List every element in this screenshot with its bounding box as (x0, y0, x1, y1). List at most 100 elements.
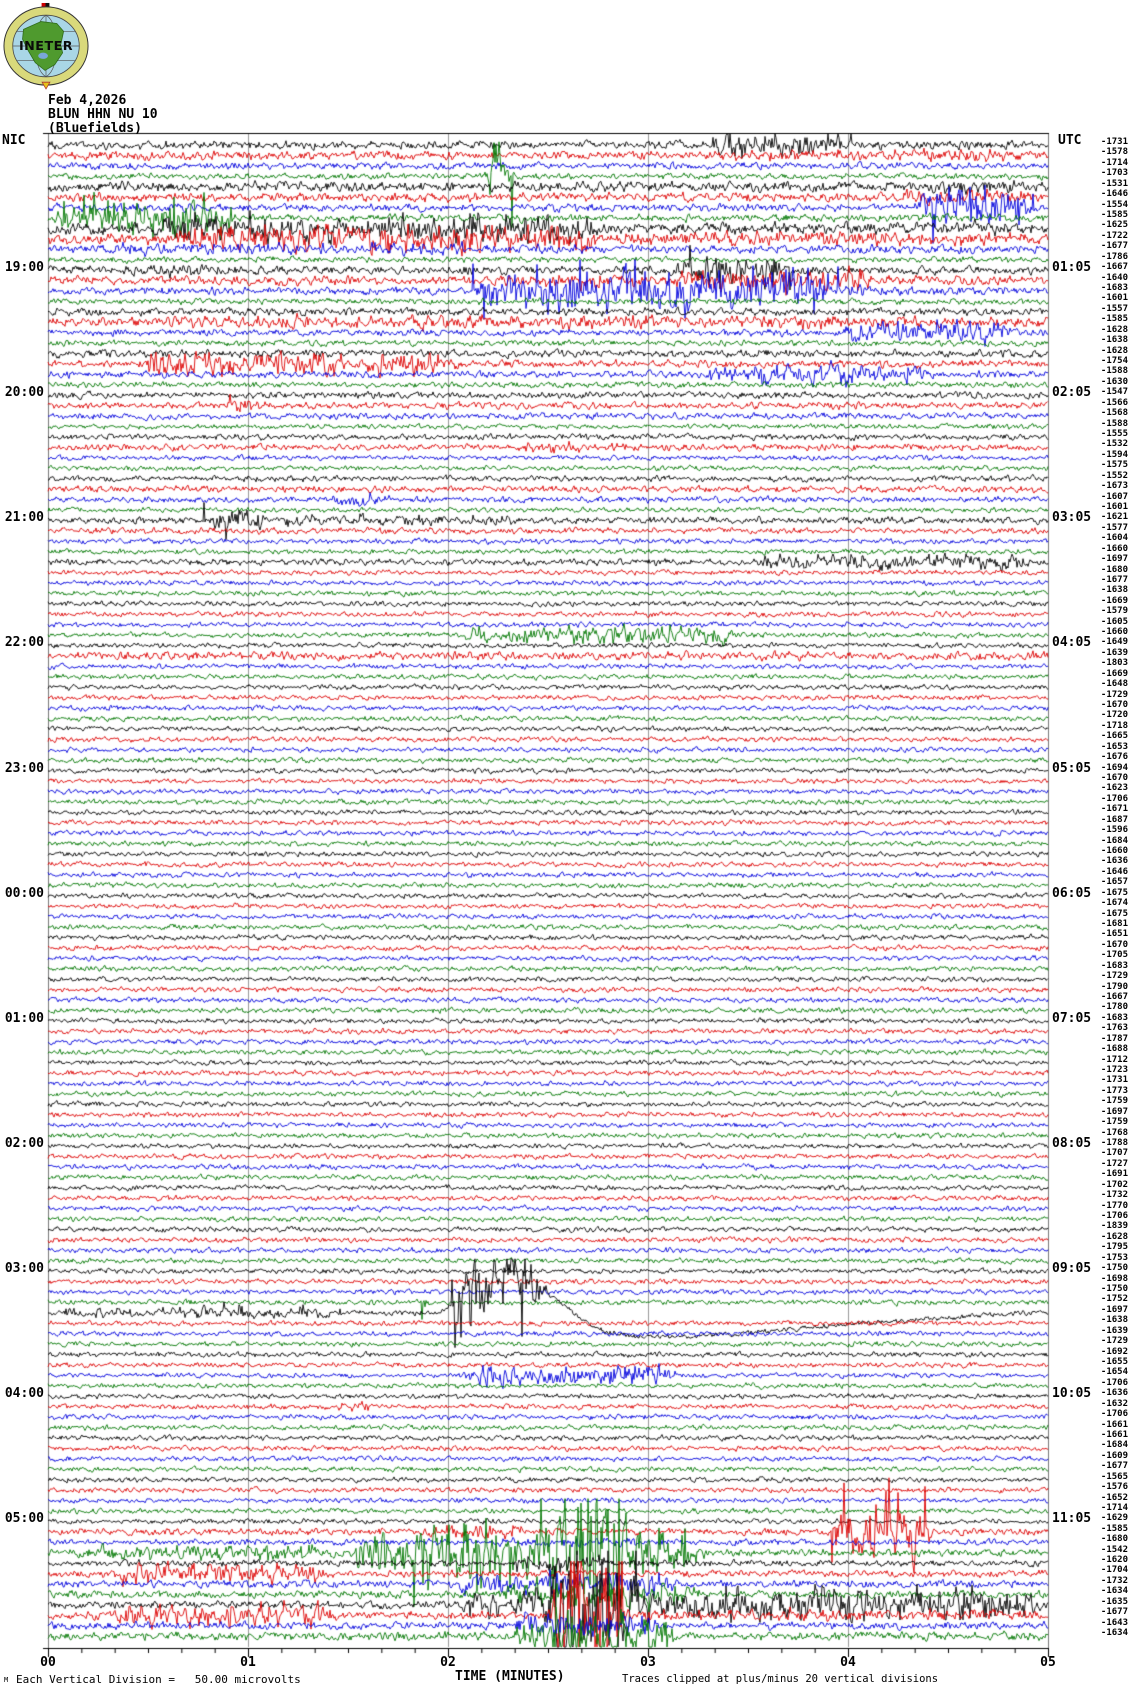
trace-offset-label: -1773 (1100, 1085, 1128, 1096)
trace-offset-label: -1718 (1100, 720, 1128, 731)
trace-offset-label: -1629 (1100, 1513, 1128, 1524)
trace-offset-label: -1706 (1100, 1210, 1128, 1221)
trace-offset-label: -1677 (1100, 1461, 1128, 1472)
trace-offset-label: -1675 (1100, 887, 1128, 898)
trace-offset-label: -1640 (1100, 272, 1128, 283)
trace-offset-label: -1707 (1100, 1148, 1128, 1159)
trace-offset-label: -1636 (1100, 856, 1128, 867)
trace-offset-label: -1630 (1100, 376, 1128, 387)
trace-offset-label: -1731 (1100, 137, 1128, 147)
trace-offset-label: -1532 (1100, 439, 1128, 450)
trace-offset-label: -1661 (1100, 1419, 1128, 1430)
trace-offset-label: -1621 (1100, 512, 1128, 523)
left-hour-label: 03:00 (4, 1261, 44, 1277)
x-tick-label: 01 (240, 1655, 256, 1670)
right-hour-label: 04:05 (1052, 635, 1092, 651)
x-tick-label: 04 (840, 1655, 856, 1670)
trace-offset-label: -1787 (1100, 1033, 1128, 1044)
left-hour-label: 00:00 (4, 885, 44, 901)
trace-offset-label: -1542 (1100, 1544, 1128, 1555)
trace-offset-label: -1620 (1100, 1555, 1128, 1566)
trace-offset-label: -1705 (1100, 950, 1128, 961)
trace-offset-label: -1750 (1100, 1263, 1128, 1274)
trace-offset-label: -1675 (1100, 908, 1128, 919)
trace-offset-label: -1646 (1100, 189, 1128, 200)
right-hour-label: 09:05 (1052, 1261, 1092, 1277)
right-hour-label: 01:05 (1052, 260, 1092, 276)
trace-offset-label: -1575 (1100, 460, 1128, 471)
trace-offset-label: -1657 (1100, 877, 1128, 888)
x-tick-label: 05 (1040, 1655, 1056, 1670)
trace-offset-label: -1683 (1100, 282, 1128, 293)
trace-offset-label: -1680 (1100, 564, 1128, 575)
trace-offset-label: -1577 (1100, 522, 1128, 533)
trace-offset-label: -1585 (1100, 1523, 1128, 1534)
trace-offset-label: -1694 (1100, 762, 1128, 773)
trace-offset-label: -1684 (1100, 1440, 1128, 1451)
trace-offset-label: -1712 (1100, 1054, 1128, 1065)
x-tick-label: 00 (40, 1655, 56, 1670)
trace-offset-label: -1634 (1100, 1628, 1128, 1639)
trace-offset-label: -1660 (1100, 627, 1128, 638)
trace-offset-label: -1628 (1100, 324, 1128, 335)
trace-offset-label: -1638 (1100, 585, 1128, 596)
left-hour-label: 23:00 (4, 760, 44, 776)
trace-offset-label: -1639 (1100, 1325, 1128, 1336)
trace-offset-label: -1665 (1100, 731, 1128, 742)
trace-offset-label: -1604 (1100, 533, 1128, 544)
trace-offset-label: -1588 (1100, 418, 1128, 429)
x-axis-title: TIME (MINUTES) (455, 1669, 565, 1684)
trace-offset-label: -1750 (1100, 1283, 1128, 1294)
trace-offset-label: -1684 (1100, 835, 1128, 846)
trace-offset-label: -1732 (1100, 1190, 1128, 1201)
trace-offset-label: -1780 (1100, 1002, 1128, 1013)
trace-offset-label: -1601 (1100, 293, 1128, 304)
trace-offset-label: -1628 (1100, 1231, 1128, 1242)
trace-offset-label: -1704 (1100, 1565, 1128, 1576)
trace-offset-label: -1660 (1100, 846, 1128, 857)
left-hour-label: 22:00 (4, 635, 44, 651)
right-hour-label: 06:05 (1052, 885, 1092, 901)
trace-offset-label: -1667 (1100, 262, 1128, 273)
footer-clipping-note: Traces clipped at plus/minus 20 vertical… (622, 1673, 939, 1685)
trace-offset-label: -1697 (1100, 1106, 1128, 1117)
trace-offset-label: -1676 (1100, 752, 1128, 763)
trace-offset-label: -1768 (1100, 1127, 1128, 1138)
trace-offset-label: -1677 (1100, 241, 1128, 252)
trace-offset-label: -1607 (1100, 491, 1128, 502)
trace-offset-label: -1635 (1100, 1596, 1128, 1607)
trace-offset-label: -1623 (1100, 783, 1128, 794)
trace-offset-label: -1552 (1100, 470, 1128, 481)
trace-offset-label: -1687 (1100, 814, 1128, 825)
trace-offset-label: -1795 (1100, 1242, 1128, 1253)
trace-offset-label: -1565 (1100, 1471, 1128, 1482)
trace-offset-label: -1594 (1100, 449, 1128, 460)
right-hour-label: 05:05 (1052, 760, 1092, 776)
footer-mark: M (4, 1676, 9, 1684)
trace-offset-label: -1671 (1100, 804, 1128, 815)
trace-offset-label: -1790 (1100, 981, 1128, 992)
trace-offset-label: -1585 (1100, 314, 1128, 325)
right-hour-label: 08:05 (1052, 1135, 1092, 1151)
trace-offset-label: -1585 (1100, 209, 1128, 220)
trace-offset-label: -1588 (1100, 366, 1128, 377)
trace-offset-label: -1638 (1100, 1315, 1128, 1326)
trace-offset-label: -1578 (1100, 147, 1128, 158)
trace-offset-label: -1609 (1100, 1450, 1128, 1461)
x-tick-label: 02 (440, 1655, 456, 1670)
trace-offset-label: -1531 (1100, 178, 1128, 189)
trace-offset-label: -1714 (1100, 1502, 1128, 1513)
trace-offset-label: -1654 (1100, 1367, 1128, 1378)
trace-offset-label: -1839 (1100, 1221, 1128, 1232)
trace-offset-label: -1753 (1100, 1252, 1128, 1263)
trace-offset-label: -1706 (1100, 1377, 1128, 1388)
trace-offset-label: -1697 (1100, 554, 1128, 565)
trace-offset-label: -1670 (1100, 700, 1128, 711)
trace-offset-label: -1759 (1100, 1117, 1128, 1128)
trace-offset-label: -1601 (1100, 501, 1128, 512)
trace-offset-label: -1714 (1100, 157, 1128, 168)
trace-offset-label: -1788 (1100, 1137, 1128, 1148)
trace-offset-label: -1670 (1100, 939, 1128, 950)
trace-offset-label: -1752 (1100, 1294, 1128, 1305)
